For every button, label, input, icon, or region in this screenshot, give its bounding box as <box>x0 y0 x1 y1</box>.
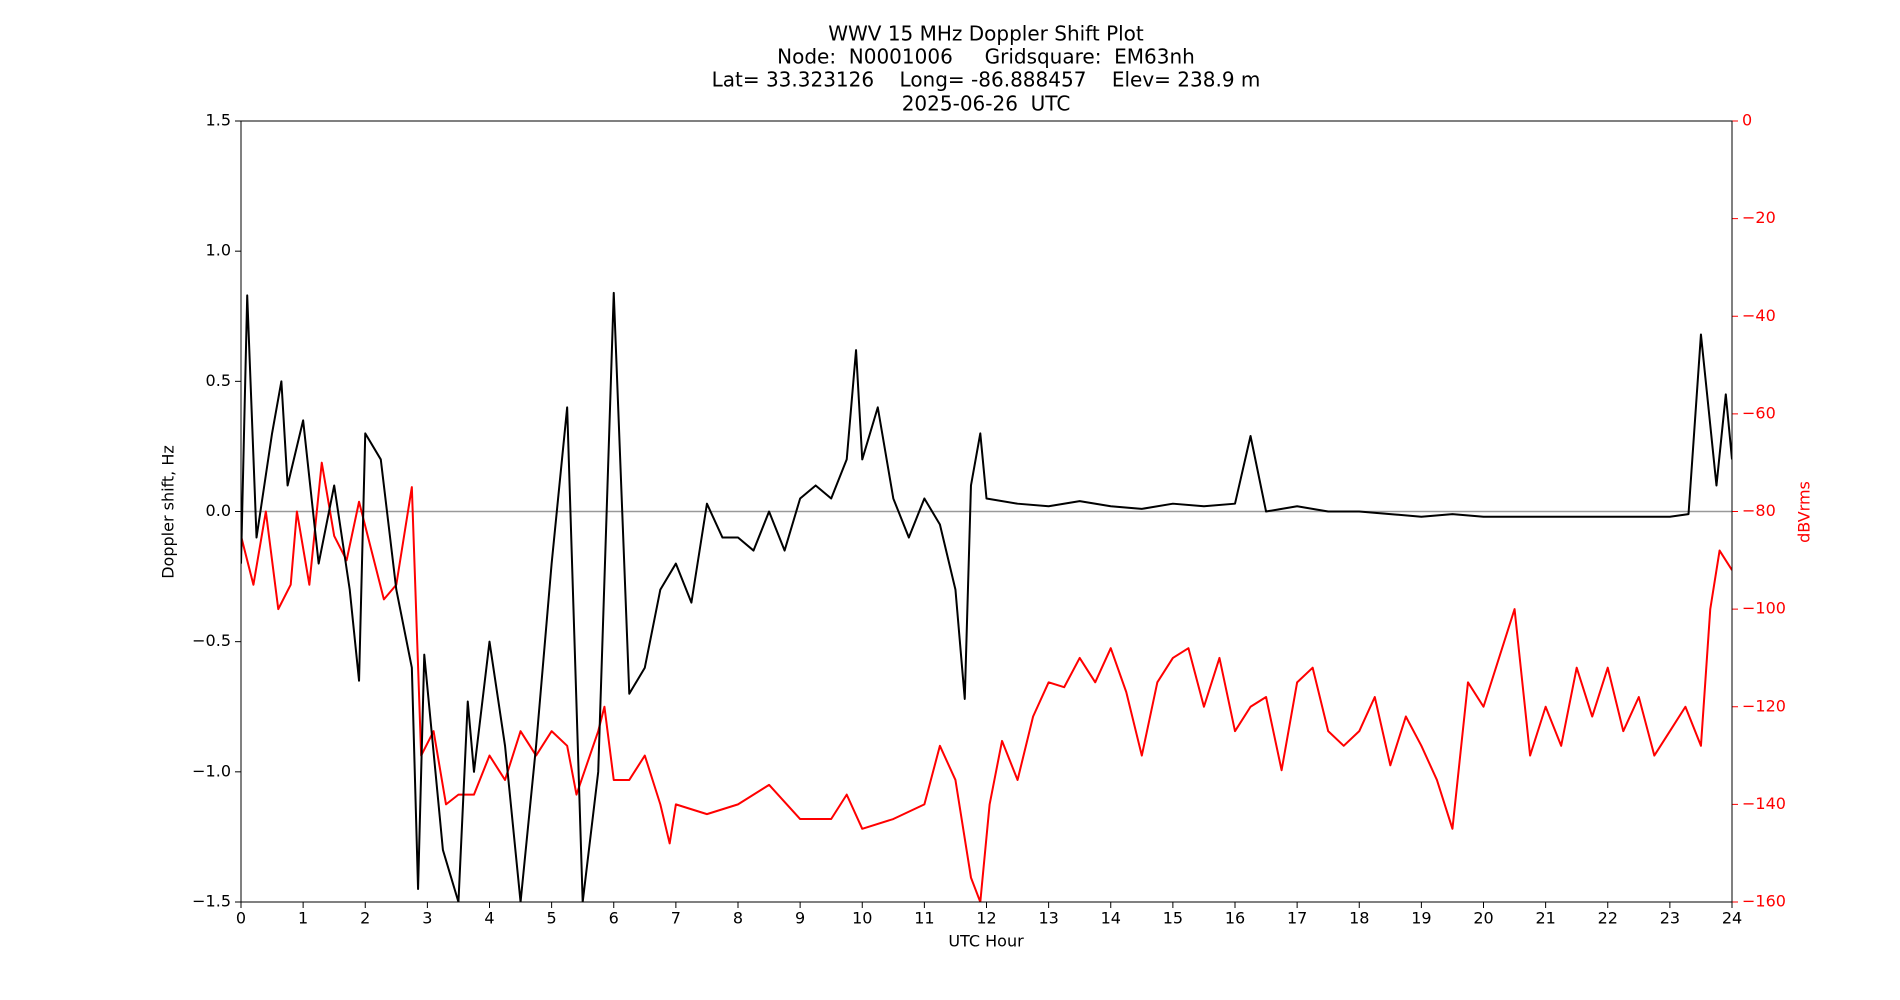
y2-tick-label: −100 <box>1742 599 1786 618</box>
x-tick-label: 17 <box>1287 909 1307 928</box>
x-axis-label: UTC Hour <box>948 932 1024 951</box>
x-tick-label: 8 <box>733 909 743 928</box>
chart-title: WWV 15 MHz Doppler Shift Plot <box>828 22 1144 46</box>
y2-tick-label: −120 <box>1742 696 1786 715</box>
y-tick-label: 1.0 <box>206 241 231 260</box>
y-axis-label: Doppler shift, Hz <box>159 445 178 579</box>
y-tick-label: 0.5 <box>206 371 231 390</box>
data-line <box>241 291 1732 902</box>
x-tick-label: 5 <box>547 909 557 928</box>
x-tick-label: 1 <box>298 909 308 928</box>
plot-frame <box>240 120 1733 903</box>
plot-area <box>241 291 1732 902</box>
x-tick-label: 20 <box>1473 909 1493 928</box>
x-tick-label: 23 <box>1660 909 1680 928</box>
x-tick-label: 16 <box>1225 909 1245 928</box>
y-tick-label: −1.0 <box>192 761 231 780</box>
x-tick-label: 22 <box>1598 909 1618 928</box>
x-tick-label: 7 <box>671 909 681 928</box>
y-tick-label: −1.5 <box>192 892 231 911</box>
x-tick-label: 13 <box>1038 909 1058 928</box>
chart-title: Node: N0001006 Gridsquare: EM63nh <box>777 45 1195 69</box>
x-tick-label: 3 <box>422 909 432 928</box>
x-tick-label: 14 <box>1101 909 1121 928</box>
y2-axis-label: dBVrms <box>1795 481 1814 543</box>
x-tick-label: 15 <box>1163 909 1183 928</box>
x-tick-label: 9 <box>795 909 805 928</box>
data-line <box>241 461 1732 902</box>
x-tick-label: 0 <box>236 909 246 928</box>
x-tick-label: 21 <box>1535 909 1555 928</box>
y-tick-label: −0.5 <box>192 631 231 650</box>
y2-tick-label: −80 <box>1742 501 1776 520</box>
chart-title: 2025-06-26 UTC <box>902 92 1071 116</box>
y2-tick-label: −20 <box>1742 208 1776 227</box>
x-tick-label: 12 <box>976 909 996 928</box>
x-tick-label: 6 <box>609 909 619 928</box>
y2-tick-label: −160 <box>1742 892 1786 911</box>
y2-tick-label: −140 <box>1742 794 1786 813</box>
x-tick-label: 2 <box>360 909 370 928</box>
x-tick-label: 24 <box>1722 909 1742 928</box>
y2-tick-label: −60 <box>1742 403 1776 422</box>
y-tick-label: 1.5 <box>206 111 231 130</box>
y2-tick-label: 0 <box>1742 111 1752 130</box>
x-tick-label: 4 <box>484 909 494 928</box>
chart-title: Lat= 33.323126 Long= -86.888457 Elev= 23… <box>712 68 1261 92</box>
y2-tick-label: −40 <box>1742 306 1776 325</box>
x-tick-label: 10 <box>852 909 872 928</box>
y-tick-label: 0.0 <box>206 501 231 520</box>
x-tick-label: 11 <box>914 909 934 928</box>
x-tick-label: 19 <box>1411 909 1431 928</box>
x-tick-label: 18 <box>1349 909 1369 928</box>
